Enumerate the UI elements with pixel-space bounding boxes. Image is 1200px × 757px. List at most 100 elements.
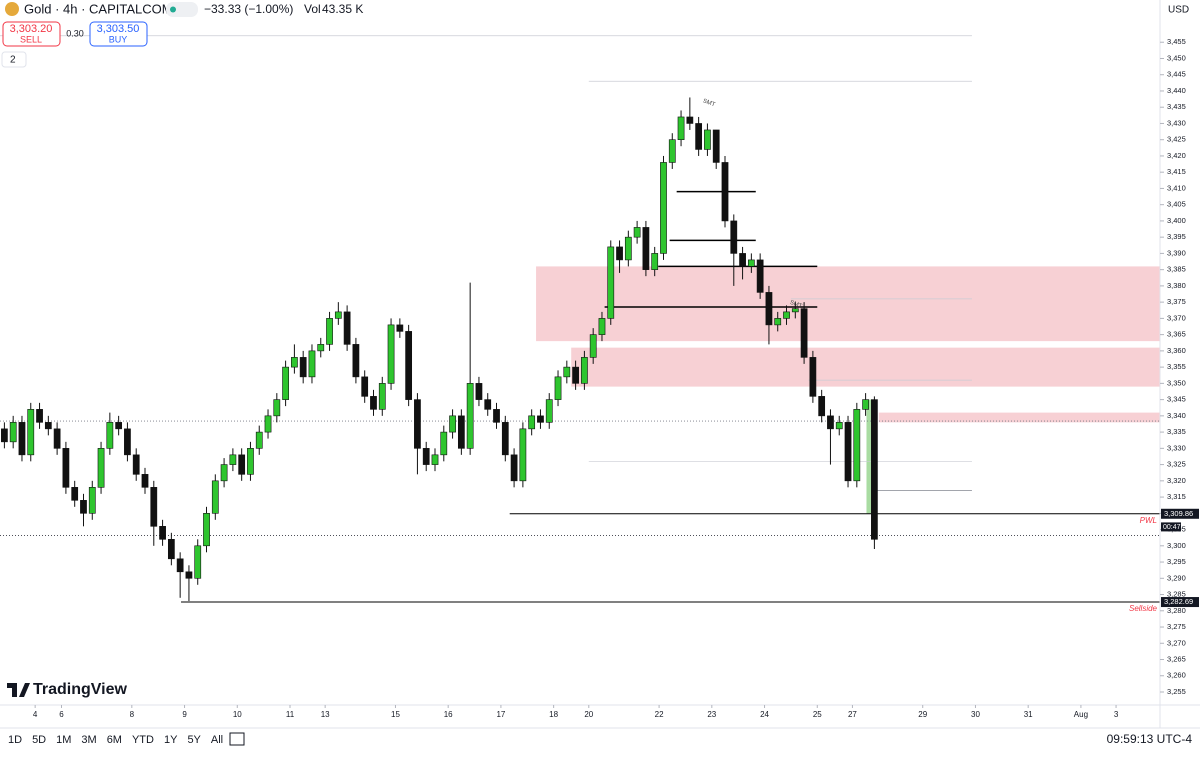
y-tick-label: 3,300	[1167, 541, 1186, 550]
candle-body	[255, 431, 263, 449]
range-button[interactable]: All	[211, 734, 223, 746]
y-tick-label: 3,395	[1167, 232, 1186, 241]
y-tick-label: 3,370	[1167, 313, 1186, 322]
x-tick-label: 17	[496, 710, 505, 719]
range-button[interactable]: YTD	[132, 734, 154, 746]
sell-price: 3,303.20	[10, 23, 53, 35]
range-button[interactable]: 1Y	[164, 734, 178, 746]
key-level-text: Sellside	[1129, 604, 1158, 613]
vol-label: Vol	[304, 2, 321, 16]
range-button[interactable]: 5Y	[187, 734, 201, 746]
y-tick-label: 3,255	[1167, 687, 1186, 696]
candle-body	[343, 311, 351, 345]
candle-body	[493, 409, 500, 423]
x-tick-label: 9	[182, 710, 187, 719]
candle-body	[774, 318, 782, 326]
date-range-icon[interactable]	[229, 732, 245, 746]
candle-body	[457, 415, 465, 449]
annotation: SMT	[702, 98, 716, 108]
candle-body	[62, 448, 70, 488]
annotation: SMT	[789, 300, 803, 310]
range-button[interactable]: 6M	[107, 734, 122, 746]
candle-body	[581, 357, 588, 384]
y-tick-label: 3,440	[1167, 86, 1186, 95]
logo: TradingView	[33, 681, 128, 698]
x-tick-label: 13	[321, 710, 330, 719]
y-tick-label: 3,430	[1167, 118, 1186, 127]
y-tick-label: 3,335	[1167, 427, 1186, 436]
x-tick-label: 31	[1024, 710, 1033, 719]
currency[interactable]: USD	[1168, 5, 1189, 16]
candle-body	[220, 464, 228, 482]
x-tick-label: 10	[233, 710, 242, 719]
x-tick-label: 30	[971, 710, 980, 719]
y-tick-label: 3,340	[1167, 411, 1186, 420]
candle-body	[765, 292, 773, 326]
candle-body	[528, 415, 536, 430]
candle-body	[27, 409, 35, 456]
candle-body	[466, 383, 474, 449]
y-tick-label: 3,320	[1167, 476, 1186, 485]
candle-body	[730, 220, 738, 254]
y-tick-label: 3,355	[1167, 362, 1186, 371]
candle-body	[185, 571, 193, 579]
candle-body	[818, 396, 826, 417]
candle-body	[695, 123, 703, 150]
toolbar	[0, 728, 1200, 752]
candle-body	[308, 350, 316, 378]
clock: 09:59:13 UTC-4	[1107, 732, 1193, 746]
y-tick-label: 3,455	[1167, 37, 1186, 46]
range-button[interactable]: 3M	[81, 734, 96, 746]
candle-body	[124, 428, 131, 456]
x-tick-label: 3	[1114, 710, 1119, 719]
y-tick-label: 3,285	[1167, 590, 1186, 599]
candle-body	[71, 487, 79, 501]
candle-body	[572, 366, 579, 384]
price-label: 3,282.69	[1164, 597, 1193, 606]
candle-body	[853, 409, 861, 482]
x-tick-label: 4	[33, 710, 38, 719]
y-tick-label: 3,425	[1167, 135, 1186, 144]
candle-body	[387, 324, 395, 384]
candle-body	[721, 162, 729, 222]
symbol[interactable]: Gold · 4h · CAPITALCOM	[24, 1, 173, 16]
candle-body	[519, 428, 527, 482]
range-button[interactable]: 5D	[32, 734, 46, 746]
countdown: 00:47	[1163, 524, 1181, 531]
candle-body	[282, 366, 289, 400]
candle-body	[80, 500, 87, 514]
candle-body	[150, 487, 158, 527]
candle-body	[370, 396, 377, 410]
zone	[878, 412, 1160, 423]
y-tick-label: 3,270	[1167, 638, 1186, 647]
x-tick-label: 27	[848, 710, 857, 719]
y-tick-label: 3,345	[1167, 395, 1186, 404]
candle-body	[642, 227, 650, 270]
range-button[interactable]: 1M	[56, 734, 71, 746]
x-tick-label: 23	[707, 710, 716, 719]
candle-body	[88, 487, 96, 514]
candle-body	[739, 253, 746, 267]
buy-button[interactable]	[89, 21, 148, 47]
y-tick-label: 3,275	[1167, 622, 1186, 631]
countdown-box	[1161, 522, 1181, 532]
y-tick-label: 3,295	[1167, 557, 1186, 566]
zone	[866, 399, 873, 514]
sell-label: SELL	[20, 34, 42, 44]
range-button[interactable]: 1D	[8, 734, 22, 746]
candle-body	[800, 308, 808, 358]
candle-body	[36, 409, 43, 423]
y-tick-label: 3,330	[1167, 443, 1186, 452]
candle-body	[115, 422, 123, 430]
zone	[536, 266, 1160, 342]
x-tick-label: 6	[59, 710, 64, 719]
candle-body	[440, 431, 448, 456]
buy-price: 3,303.50	[97, 23, 140, 35]
x-tick-label: 18	[549, 710, 558, 719]
candle-body	[414, 399, 421, 449]
candle-body	[422, 448, 430, 465]
sell-button[interactable]	[2, 21, 61, 47]
x-tick-label: Aug	[1074, 710, 1088, 719]
indicator-toggle[interactable]	[1, 51, 27, 68]
